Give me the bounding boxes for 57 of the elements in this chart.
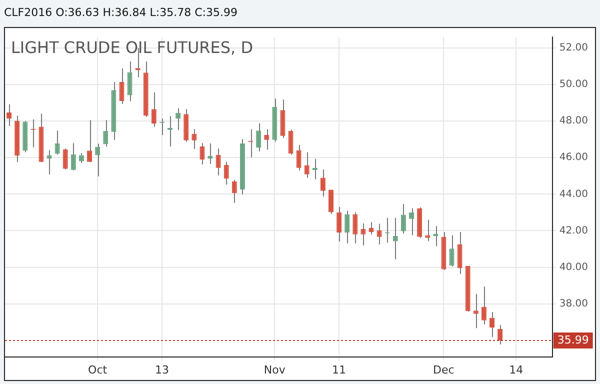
candlestick	[54, 130, 60, 156]
candlestick	[78, 152, 84, 164]
candlestick	[490, 312, 494, 338]
x-tick-label: 11	[332, 363, 346, 376]
candlestick	[70, 142, 76, 171]
candlestick	[200, 142, 205, 166]
candlestick	[62, 148, 68, 170]
candlestick	[304, 152, 310, 178]
y-tick-label: 52.00	[559, 42, 588, 54]
candlestick	[192, 128, 197, 150]
candlestick	[296, 144, 302, 171]
candlestick	[103, 120, 108, 147]
candlestick	[392, 217, 398, 260]
candlestick	[336, 206, 342, 242]
candlestick	[481, 286, 486, 325]
candlestick	[95, 143, 100, 177]
candlestick	[368, 222, 374, 235]
candlestick	[473, 293, 478, 329]
candlestick	[224, 161, 229, 186]
candlestick	[176, 108, 181, 131]
y-tick-label: 50.00	[559, 79, 588, 90]
x-tick-label: Nov	[264, 363, 286, 376]
candlestick	[256, 122, 262, 152]
candlestick	[87, 120, 92, 163]
candlestick	[376, 223, 382, 245]
candlestick	[409, 208, 414, 236]
candlestick	[6, 104, 12, 126]
candlestick	[216, 148, 221, 176]
chart-subtitle: CLF2016 O:36.63 H:36.84 L:35.78 C:35.99	[4, 6, 238, 19]
candlestick	[457, 231, 462, 275]
candlestick	[264, 128, 270, 150]
candlestick	[119, 68, 124, 104]
candlestick	[320, 168, 326, 198]
candlestick	[352, 212, 358, 244]
y-tick-label: 46.00	[559, 152, 588, 164]
x-tick-label: Dec	[433, 363, 454, 376]
y-tick-label: 48.00	[559, 116, 588, 127]
candlestick	[280, 99, 286, 139]
y-tick-label: 40.00	[559, 262, 588, 273]
candlestick	[127, 60, 132, 102]
x-tick-label: 14	[509, 363, 524, 376]
x-tick-label: 13	[154, 363, 169, 376]
candlestick	[151, 92, 156, 128]
candlestick	[328, 189, 334, 214]
y-tick-label: 38.00	[559, 298, 588, 310]
candlestick	[46, 150, 52, 175]
x-tick-label: Oct	[88, 363, 108, 376]
y-tick-label: 44.00	[559, 188, 588, 200]
chart-title: LIGHT CRUDE OIL FUTURES, D	[11, 38, 254, 58]
candlestick	[400, 204, 406, 234]
ref-line-label: 35.99	[557, 333, 589, 346]
candlestick	[498, 324, 503, 345]
candlestick	[360, 222, 366, 246]
y-tick-label: 42.00	[559, 225, 588, 236]
candlestick	[344, 210, 350, 244]
candlestick	[288, 129, 294, 156]
candlestick	[232, 179, 237, 204]
